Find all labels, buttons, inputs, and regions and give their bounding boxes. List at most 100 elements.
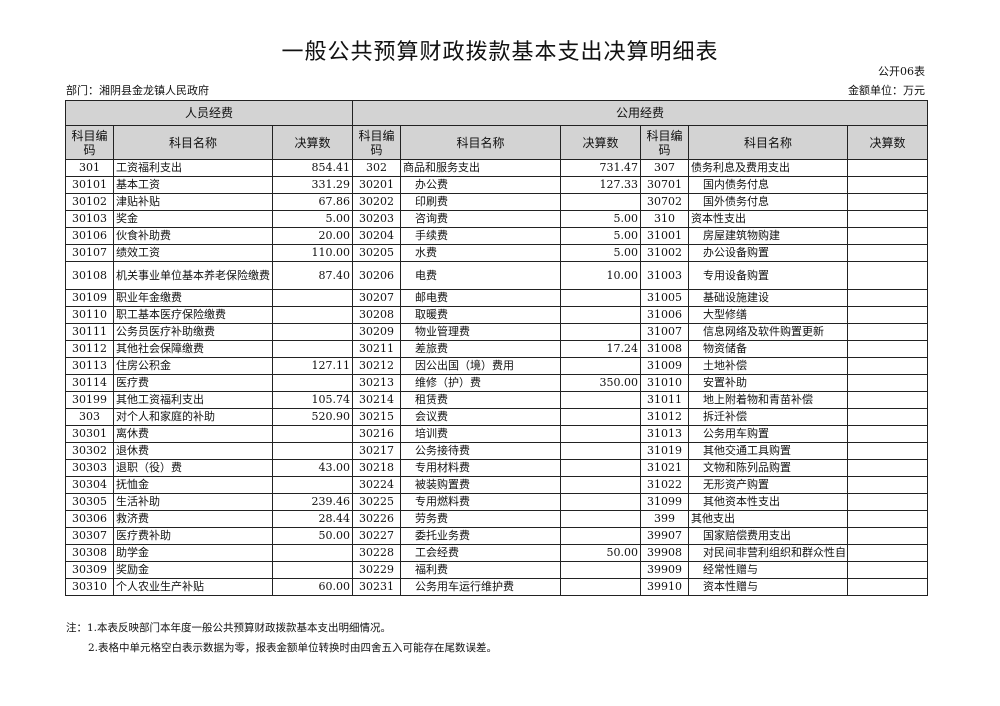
amount-cell [560,289,641,307]
amount-cell [272,323,353,341]
name-cell: 国家赔偿费用支出 [688,527,848,545]
amount-cell: 854.41 [272,159,353,177]
amount-cell [272,306,353,324]
name-cell: 培训费 [400,425,561,443]
name-cell: 手续费 [400,227,561,245]
name-cell: 其他资本性支出 [688,493,848,511]
name-cell: 绩效工资 [113,244,273,262]
department-label: 部门：湘阴县金龙镇人民政府 [66,84,209,97]
table-row: 30309 奖励金 30229 福利费 39909 经常性赠与 [65,561,929,579]
amount-cell [846,159,929,177]
code-cell: 30113 [65,357,114,375]
amount-cell [846,244,929,262]
name-cell: 差旅费 [400,340,561,358]
code-cell: 30308 [65,544,114,562]
name-cell: 基础设施建设 [688,289,848,307]
code-cell: 30209 [352,323,401,341]
amount-cell [272,476,353,494]
code-cell: 30214 [352,391,401,409]
code-cell: 30215 [352,408,401,426]
amount-cell: 17.24 [560,340,641,358]
amount-cell [560,442,641,460]
name-cell: 房屋建筑物购建 [688,227,848,245]
amount-cell: 5.00 [560,210,641,228]
amount-cell [560,306,641,324]
code-cell: 30111 [65,323,114,341]
name-cell: 生活补助 [113,493,273,511]
code-cell: 30108 [65,261,114,290]
code-cell: 31019 [640,442,689,460]
table-row: 30101 基本工资 331.29 30201 办公费 127.33 30701 国内债务付息 [65,176,929,194]
code-cell: 30303 [65,459,114,477]
table-row: 30103 奖金 5.00 30203 咨询费 5.00 310 资本性支出 [65,210,929,228]
code-cell: 31007 [640,323,689,341]
name-cell: 邮电费 [400,289,561,307]
code-cell: 399 [640,510,689,528]
name-cell: 信息网络及软件购置更新 [688,323,848,341]
table-row: 30308 助学金 30228 工会经费 50.00 39908 对民间非营利组织和群众性自 [65,544,929,562]
code-cell: 30307 [65,527,114,545]
code-cell: 30218 [352,459,401,477]
page-title: 一般公共预算财政拨款基本支出决算明细表 [281,40,719,65]
code-cell: 30217 [352,442,401,460]
amount-cell [560,527,641,545]
table-row: 30307 医疗费补助 50.00 30227 委托业务费 39907 国家赔偿费用支出 [65,527,929,545]
amount-cell [272,289,353,307]
name-cell: 工资福利支出 [113,159,273,177]
amount-cell [846,493,929,511]
name-cell: 公务用车购置 [688,425,848,443]
code-cell: 31011 [640,391,689,409]
amount-cell: 5.00 [560,227,641,245]
amount-cell [560,578,641,596]
code-cell: 302 [352,159,401,177]
code-cell: 30208 [352,306,401,324]
amount-cell: 105.74 [272,391,353,409]
name-cell: 物业管理费 [400,323,561,341]
name-cell: 公务员医疗补助缴费 [113,323,273,341]
amount-cell: 67.86 [272,193,353,211]
code-cell: 39909 [640,561,689,579]
name-cell: 经常性赠与 [688,561,848,579]
code-cell: 31005 [640,289,689,307]
code-cell: 30702 [640,193,689,211]
code-cell: 30203 [352,210,401,228]
code-cell: 30110 [65,306,114,324]
amount-cell [846,210,929,228]
code-cell: 30306 [65,510,114,528]
code-cell: 30109 [65,289,114,307]
code-cell: 30224 [352,476,401,494]
amount-cell [846,544,929,562]
table-row: 30302 退休费 30217 公务接待费 31019 其他交通工具购置 [65,442,929,460]
code-cell: 31003 [640,261,689,290]
name-cell: 办公设备购置 [688,244,848,262]
amount-cell [846,527,929,545]
name-cell: 专用材料费 [400,459,561,477]
code-cell: 30225 [352,493,401,511]
amount-cell [846,408,929,426]
column-header-amount: 决算数 [560,125,641,160]
name-cell: 抚恤金 [113,476,273,494]
code-cell: 30107 [65,244,114,262]
name-cell: 资本性支出 [688,210,848,228]
code-cell: 30216 [352,425,401,443]
code-cell: 310 [640,210,689,228]
code-cell: 31001 [640,227,689,245]
code-cell: 31010 [640,374,689,392]
code-cell: 31009 [640,357,689,375]
name-cell: 医疗费补助 [113,527,273,545]
code-cell: 30226 [352,510,401,528]
amount-cell [846,323,929,341]
amount-cell: 60.00 [272,578,353,596]
amount-cell [272,374,353,392]
name-cell: 专用设备购置 [688,261,848,290]
name-cell: 公务用车运行维护费 [400,578,561,596]
table-row: 30199 其他工资福利支出 105.74 30214 租赁费 31011 地上附着物和青苗… [65,391,929,409]
name-cell: 印刷费 [400,193,561,211]
amount-cell: 50.00 [272,527,353,545]
amount-cell [560,357,641,375]
name-cell: 其他工资福利支出 [113,391,273,409]
name-cell: 债务利息及费用支出 [688,159,848,177]
code-cell: 39908 [640,544,689,562]
amount-cell [846,391,929,409]
amount-cell [560,425,641,443]
